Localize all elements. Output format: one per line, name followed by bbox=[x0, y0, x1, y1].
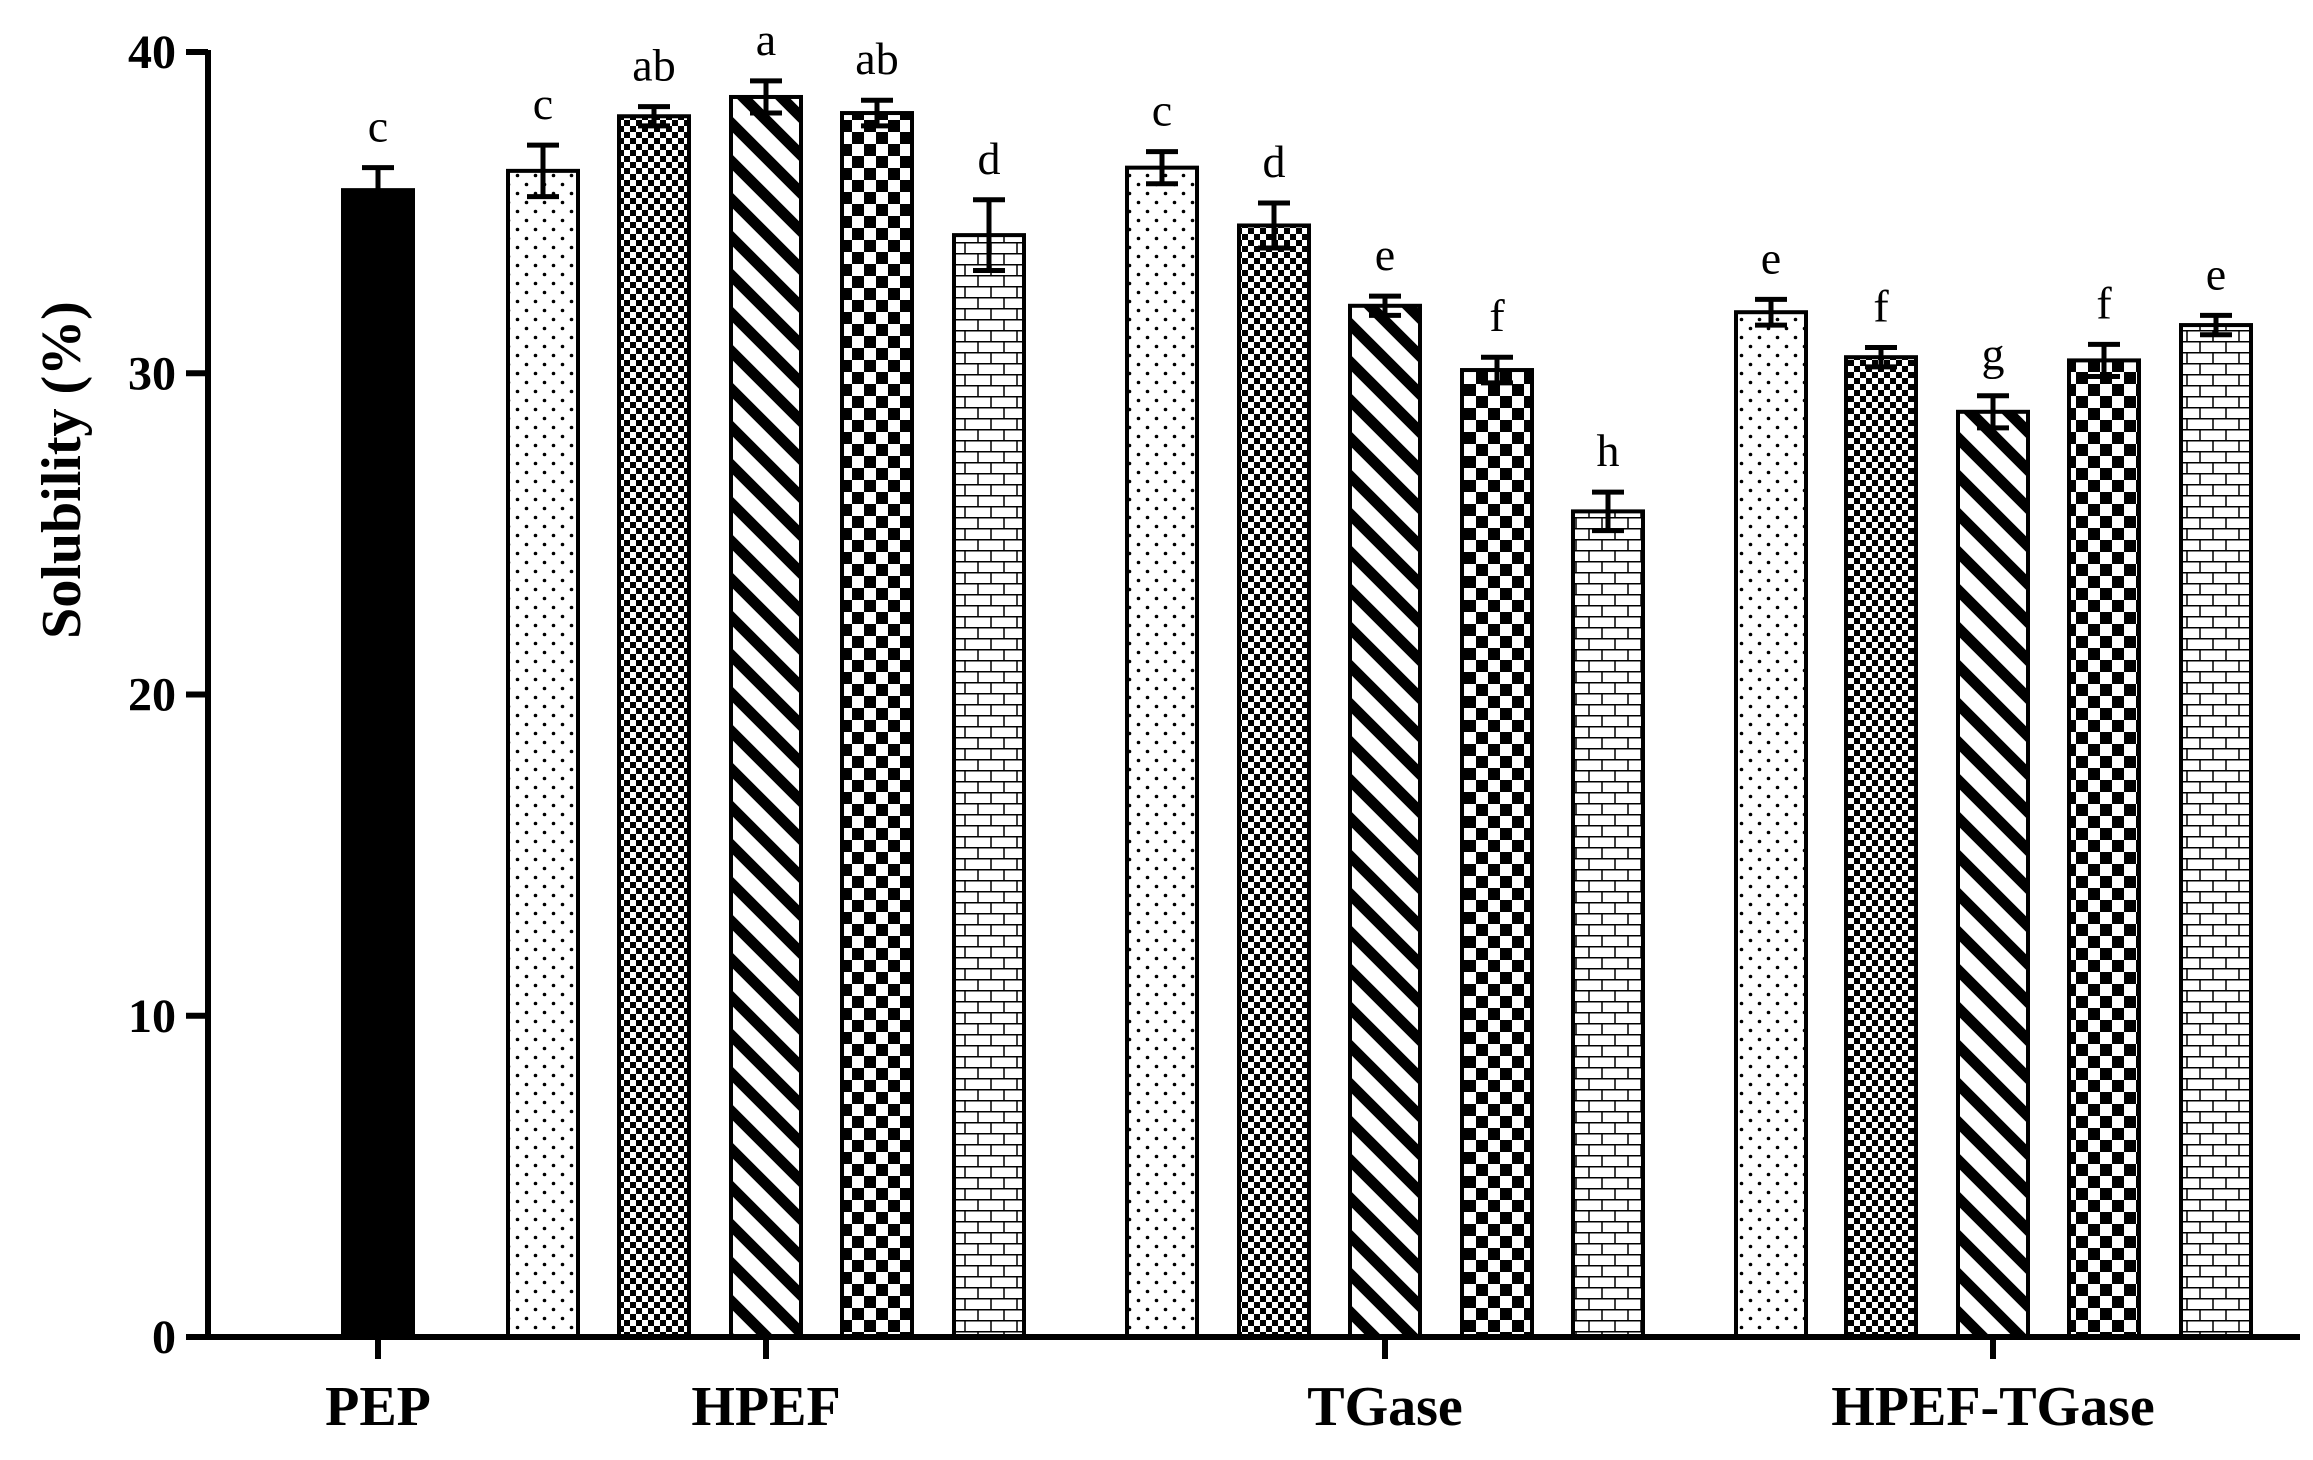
significance-letter: ab bbox=[632, 40, 675, 91]
error-bar bbox=[1865, 345, 1897, 370]
significance-letter: d bbox=[978, 133, 1001, 184]
significance-letter: f bbox=[1873, 281, 1889, 332]
bars-layer bbox=[341, 94, 2253, 1340]
bar-hpef-dots bbox=[506, 168, 580, 1339]
significance-letter: c bbox=[368, 101, 388, 152]
bar-hpef-tgase-checker bbox=[2067, 358, 2141, 1339]
y-tick-label: 20 bbox=[128, 669, 176, 722]
error-bars-layer bbox=[362, 78, 2232, 534]
y-ticks-layer: 0 10 20 30 40 bbox=[128, 26, 208, 1364]
significance-letter: h bbox=[1597, 425, 1620, 476]
x-group-label: HPEF-TGase bbox=[1831, 1376, 2155, 1438]
significance-letter: f bbox=[2096, 277, 2112, 328]
y-tick-label: 0 bbox=[152, 1311, 176, 1364]
y-tick-label: 30 bbox=[128, 347, 176, 400]
error-bar bbox=[1258, 200, 1290, 251]
error-bar bbox=[638, 104, 670, 129]
y-tick-label: 40 bbox=[128, 26, 176, 79]
error-bar bbox=[1146, 149, 1178, 187]
bar-tgase-brick bbox=[1571, 509, 1645, 1339]
significance-letter: e bbox=[2206, 248, 2226, 299]
error-bar bbox=[1977, 393, 2009, 431]
error-bar bbox=[750, 78, 782, 116]
bar-hpef-fine-check bbox=[617, 114, 691, 1339]
bar-hpef-tgase-diagonal bbox=[1956, 409, 2030, 1339]
significance-letter: a bbox=[756, 14, 776, 65]
significance-letter: f bbox=[1489, 290, 1505, 341]
y-axis-title: Solubility (%) bbox=[31, 301, 93, 639]
error-bar bbox=[1755, 296, 1787, 328]
x-group-label: HPEF bbox=[691, 1376, 840, 1438]
x-groups-layer: PEP HPEF TGase HPEF-TGase bbox=[325, 1337, 2155, 1438]
bar-pep-solid bbox=[341, 188, 415, 1340]
error-bar bbox=[973, 197, 1005, 273]
error-bar bbox=[362, 165, 394, 216]
significance-letter: d bbox=[1263, 136, 1286, 187]
bar-tgase-fine-check bbox=[1237, 223, 1311, 1340]
bar-hpef-diagonal bbox=[729, 94, 803, 1340]
error-bar bbox=[1369, 293, 1401, 318]
error-bar bbox=[1481, 354, 1513, 386]
significance-letter: ab bbox=[855, 33, 898, 84]
x-group-label: TGase bbox=[1307, 1376, 1463, 1438]
y-tick-label: 10 bbox=[128, 990, 176, 1043]
bar-tgase-diagonal bbox=[1348, 303, 1422, 1340]
bar-tgase-checker bbox=[1460, 368, 1534, 1340]
bar-tgase-dots bbox=[1125, 165, 1199, 1339]
significance-letter: c bbox=[1152, 85, 1172, 136]
significance-letter: g bbox=[1982, 329, 2005, 380]
bar-hpef-tgase-brick bbox=[2179, 323, 2253, 1339]
significance-letter: e bbox=[1761, 232, 1781, 283]
significance-letter: e bbox=[1375, 229, 1395, 280]
error-bar bbox=[2200, 312, 2232, 338]
significance-letter: c bbox=[533, 78, 553, 129]
bar-hpef-checker bbox=[840, 111, 914, 1340]
error-bar bbox=[1592, 489, 1624, 534]
error-bar bbox=[861, 97, 893, 129]
x-group-label: PEP bbox=[325, 1376, 431, 1438]
significance-labels-layer: c c ab a ab d c d e f h e f g f e bbox=[368, 14, 2226, 476]
bar-hpef-brick bbox=[952, 233, 1026, 1339]
error-bar bbox=[527, 142, 559, 200]
bar-hpef-tgase-dots bbox=[1734, 310, 1808, 1339]
bar-hpef-tgase-fine-check bbox=[1844, 355, 1918, 1339]
error-bar bbox=[2088, 341, 2120, 379]
